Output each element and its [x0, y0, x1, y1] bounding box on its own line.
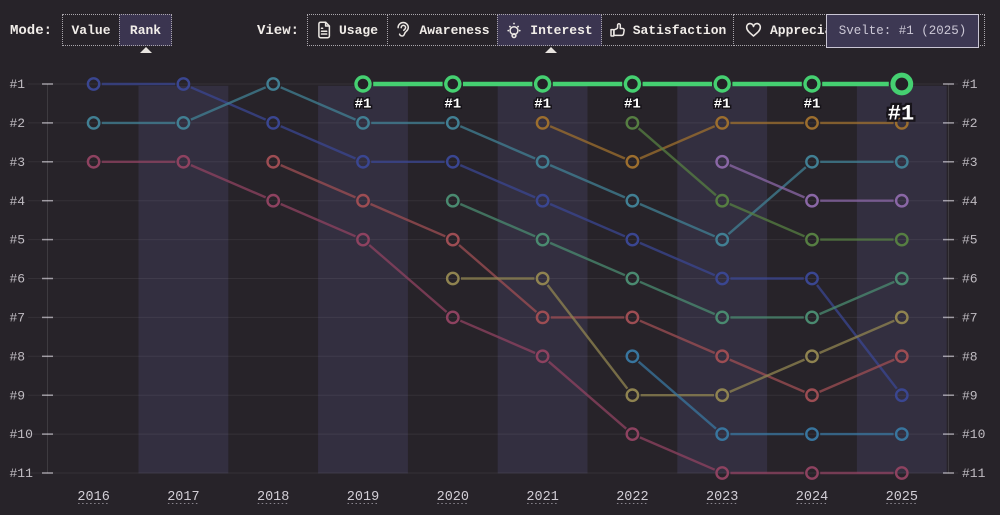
- svg-text:2018: 2018: [257, 490, 289, 505]
- svg-text:#1: #1: [534, 97, 551, 113]
- svg-text:#4: #4: [10, 194, 26, 209]
- svg-text:2024: 2024: [796, 490, 828, 505]
- svg-text:#2: #2: [10, 116, 26, 131]
- svg-text:#11: #11: [10, 466, 34, 481]
- svg-text:#1: #1: [10, 77, 26, 92]
- svg-text:#10: #10: [10, 427, 33, 442]
- svg-text:#4: #4: [962, 194, 978, 209]
- svg-text:2019: 2019: [347, 490, 379, 505]
- svg-text:2021: 2021: [526, 490, 558, 505]
- svg-text:2025: 2025: [886, 490, 918, 505]
- svg-text:#7: #7: [962, 311, 978, 326]
- svg-text:#5: #5: [962, 233, 978, 248]
- svg-text:#11: #11: [962, 466, 986, 481]
- svg-text:2016: 2016: [77, 490, 109, 505]
- svg-text:#1: #1: [624, 97, 641, 113]
- svg-text:#8: #8: [962, 349, 978, 364]
- svg-text:#1: #1: [444, 97, 461, 113]
- svg-text:2022: 2022: [616, 490, 648, 505]
- svg-text:#8: #8: [10, 349, 26, 364]
- svg-text:#10: #10: [962, 427, 985, 442]
- svg-text:#1: #1: [355, 97, 372, 113]
- svg-text:#9: #9: [10, 388, 26, 403]
- svg-text:#1: #1: [714, 97, 731, 113]
- svg-text:#3: #3: [962, 155, 978, 170]
- svg-text:#7: #7: [10, 311, 26, 326]
- svg-text:#1: #1: [888, 102, 914, 127]
- svg-text:#1: #1: [804, 97, 821, 113]
- svg-text:2023: 2023: [706, 490, 738, 505]
- svg-text:#6: #6: [962, 272, 978, 287]
- svg-text:#2: #2: [962, 116, 978, 131]
- svg-text:#3: #3: [10, 155, 26, 170]
- svg-text:#5: #5: [10, 233, 26, 248]
- svg-text:#6: #6: [10, 272, 26, 287]
- svg-text:2020: 2020: [437, 490, 469, 505]
- svg-text:#1: #1: [962, 77, 978, 92]
- svg-text:2017: 2017: [167, 490, 199, 505]
- svg-text:#9: #9: [962, 388, 978, 403]
